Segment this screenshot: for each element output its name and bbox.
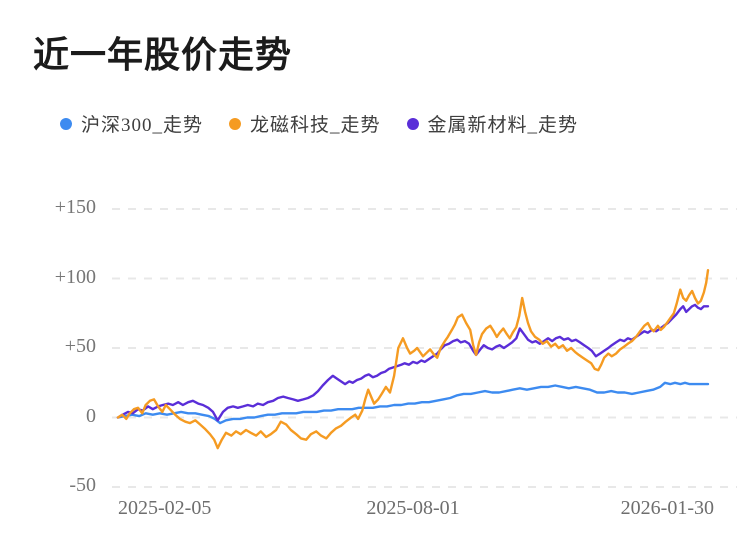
- legend-item-metal-new-materials[interactable]: 金属新材料_走势: [406, 110, 579, 137]
- x-axis-label: 2025-08-01: [366, 497, 460, 519]
- series-line-1[interactable]: [116, 269, 710, 450]
- series-line-0[interactable]: [116, 381, 710, 425]
- legend-dot-icon: [406, 117, 419, 130]
- legend-dot-icon: [229, 117, 242, 130]
- x-axis-label: 2025-02-05: [118, 497, 212, 519]
- y-axis-label: +150: [54, 196, 96, 218]
- legend-label: 龙磁科技_走势: [250, 115, 381, 136]
- legend-label: 金属新材料_走势: [427, 115, 579, 136]
- legend-item-longci-tech[interactable]: 龙磁科技_走势: [229, 110, 381, 137]
- y-axis-label: -50: [69, 474, 96, 496]
- y-axis-label: 0: [86, 404, 96, 427]
- chart-title: 近一年股价走势: [33, 34, 293, 75]
- legend-item-csi300[interactable]: 沪深300_走势: [60, 110, 203, 137]
- legend-dot-icon: [60, 117, 72, 130]
- legend-label: 沪深300_走势: [81, 115, 204, 136]
- x-axis-label: 2026-01-30: [620, 497, 714, 519]
- legend: 沪深300_走势 龙磁科技_走势 金属新材料_走势: [60, 110, 578, 137]
- y-axis-label: +100: [54, 265, 96, 288]
- y-axis-label: +50: [64, 335, 96, 357]
